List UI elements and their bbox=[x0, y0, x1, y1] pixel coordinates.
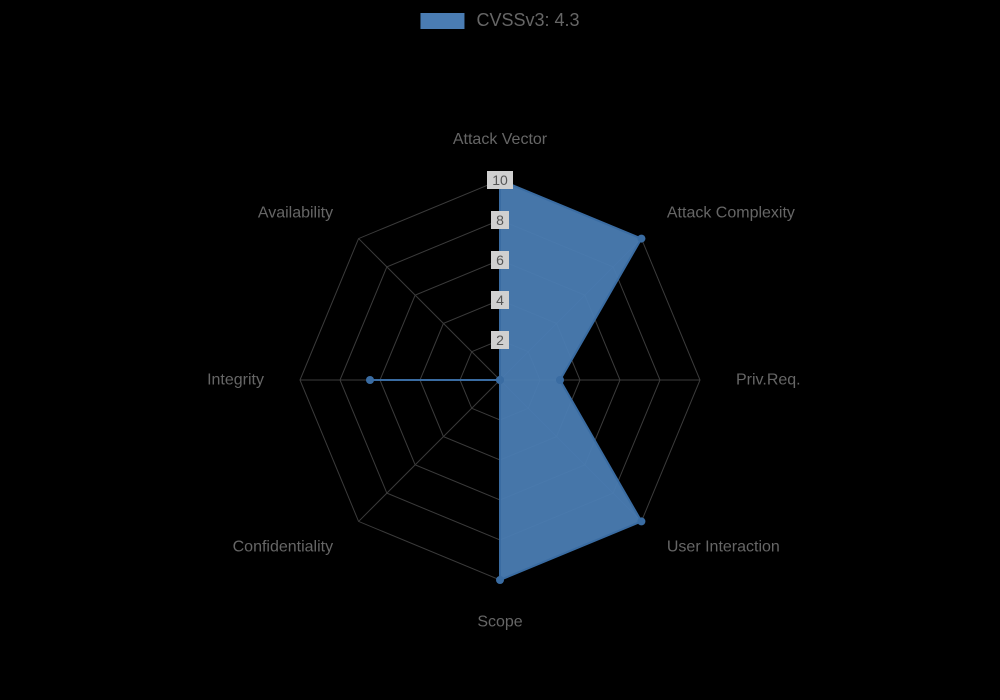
chart-legend: CVSSv3: 4.3 bbox=[420, 10, 579, 31]
radar-series-point bbox=[637, 235, 645, 243]
legend-label: CVSSv3: 4.3 bbox=[476, 10, 579, 31]
radar-chart-container: CVSSv3: 4.3 2 4 6 8 10 Attack Vector Attack Co… bbox=[0, 0, 1000, 700]
axis-label: Attack Vector bbox=[453, 131, 548, 148]
radar-series-point bbox=[366, 376, 374, 384]
axis-label: Integrity bbox=[207, 372, 264, 389]
axis-label: Priv.Req. bbox=[736, 372, 801, 389]
radar-series-point bbox=[496, 376, 504, 384]
scale-tick-label: 8 bbox=[496, 212, 504, 228]
axis-label: Availability bbox=[258, 205, 333, 222]
axis-label: User Interaction bbox=[667, 538, 780, 555]
axis-label: Confidentiality bbox=[233, 538, 334, 555]
axis-label: Attack Complexity bbox=[667, 205, 795, 222]
axis-label: Scope bbox=[477, 613, 522, 630]
scale-tick-label: 10 bbox=[492, 172, 508, 188]
radar-series-point bbox=[556, 376, 564, 384]
scale-tick-label: 4 bbox=[496, 292, 504, 308]
legend-swatch bbox=[420, 13, 464, 29]
radar-series-point bbox=[496, 576, 504, 584]
radar-series-point bbox=[637, 517, 645, 525]
radar-chart-svg: 2 4 6 8 10 Attack Vector Attack Complexity Priv… bbox=[0, 0, 1000, 700]
scale-tick-label: 6 bbox=[496, 252, 504, 268]
scale-tick-label: 2 bbox=[496, 332, 504, 348]
